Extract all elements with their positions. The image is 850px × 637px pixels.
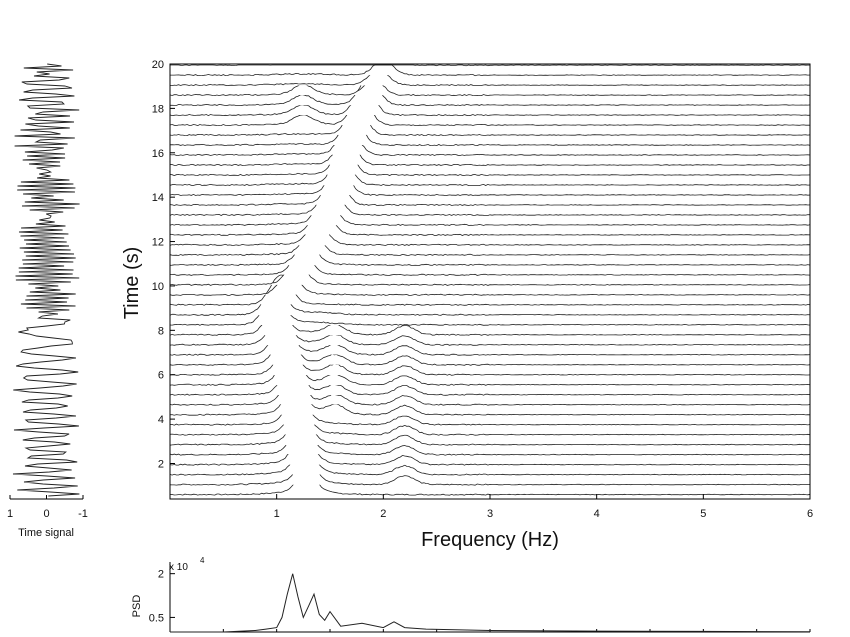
waterfall-trace xyxy=(169,252,811,276)
waterfall-trace xyxy=(169,232,811,256)
waterfall-xlabel: Frequency (Hz) xyxy=(421,529,559,551)
waterfall-ytick-label: 10 xyxy=(152,281,164,293)
time-signal-line xyxy=(12,63,80,497)
waterfall-trace xyxy=(169,145,811,177)
waterfall-trace xyxy=(169,412,811,446)
psd-ytick-label: 2 xyxy=(158,569,164,581)
waterfall-ylabel: Time (s) xyxy=(121,247,143,320)
psd-ylabel: PSD xyxy=(131,595,143,618)
waterfall-trace xyxy=(169,156,811,187)
waterfall-yticks: 2 4 6 8 10 12 14 16 18 20 xyxy=(152,59,175,470)
waterfall-ytick-label: 4 xyxy=(158,414,164,426)
waterfall-ytick-label: 20 xyxy=(152,59,164,71)
waterfall-trace xyxy=(169,242,811,266)
time-signal-xtick-label: 1 xyxy=(7,508,13,520)
waterfall-trace xyxy=(169,205,811,236)
waterfall-xtick-label: 4 xyxy=(594,508,600,520)
waterfall-trace xyxy=(169,86,811,117)
waterfall-trace xyxy=(169,79,810,97)
waterfall-trace xyxy=(169,446,811,476)
waterfall-trace xyxy=(169,116,811,147)
psd-line xyxy=(170,573,811,633)
time-signal-xticks: 1 0 -1 xyxy=(7,495,88,520)
psd-panel: 20.5 PSD x 10 4 xyxy=(131,556,811,633)
psd-scale-label: x 10 xyxy=(169,562,188,573)
time-signal-panel: 1 0 -1 Time signal xyxy=(7,63,88,539)
time-signal-xtick-label: -1 xyxy=(78,508,88,520)
waterfall-ytick-label: 8 xyxy=(158,325,164,337)
waterfall-trace xyxy=(169,136,811,167)
waterfall-trace xyxy=(169,126,811,156)
psd-scale-exponent: 4 xyxy=(200,556,205,565)
waterfall-trace xyxy=(170,76,811,107)
waterfall-trace xyxy=(170,64,811,77)
waterfall-xticks: 1 2 3 4 5 6 xyxy=(274,494,813,520)
time-signal-xtick-label: 0 xyxy=(43,508,49,520)
psd-ytick-label: 0.5 xyxy=(149,612,164,624)
waterfall-trace xyxy=(169,262,811,286)
waterfall-trace xyxy=(169,106,811,137)
waterfall-trace xyxy=(169,175,811,206)
waterfall-ytick-label: 18 xyxy=(152,103,164,115)
time-signal-label: Time signal xyxy=(18,527,74,539)
psd-plot xyxy=(170,573,811,633)
waterfall-trace xyxy=(169,383,811,416)
waterfall-ytick-label: 2 xyxy=(158,458,164,470)
waterfall-trace xyxy=(169,353,811,386)
waterfall-trace xyxy=(170,69,811,87)
waterfall-traces xyxy=(169,64,811,496)
waterfall-trace xyxy=(169,274,811,306)
waterfall-ytick-label: 12 xyxy=(152,237,164,249)
waterfall-trace xyxy=(169,422,811,456)
waterfall-xtick-label: 3 xyxy=(487,508,493,520)
waterfall-xtick-label: 1 xyxy=(274,508,280,520)
waterfall-trace xyxy=(169,195,811,226)
waterfall-ytick-label: 16 xyxy=(152,148,164,160)
waterfall-trace xyxy=(169,96,810,127)
waterfall-trace xyxy=(169,373,811,406)
waterfall-xtick-label: 6 xyxy=(807,508,813,520)
waterfall-trace xyxy=(169,221,811,246)
waterfall-ytick-label: 14 xyxy=(152,192,164,204)
waterfall-xtick-label: 2 xyxy=(380,508,386,520)
waterfall-trace xyxy=(169,363,811,396)
waterfall-trace xyxy=(169,433,811,466)
waterfall-trace xyxy=(169,166,811,196)
waterfall-trace xyxy=(169,185,811,216)
waterfall-trace xyxy=(170,64,810,67)
psd-yticks: 20.5 xyxy=(149,562,811,633)
waterfall-trace xyxy=(169,403,811,436)
waterfall-ytick-label: 6 xyxy=(158,370,164,382)
waterfall-trace xyxy=(169,393,811,426)
waterfall-xtick-label: 5 xyxy=(700,508,706,520)
